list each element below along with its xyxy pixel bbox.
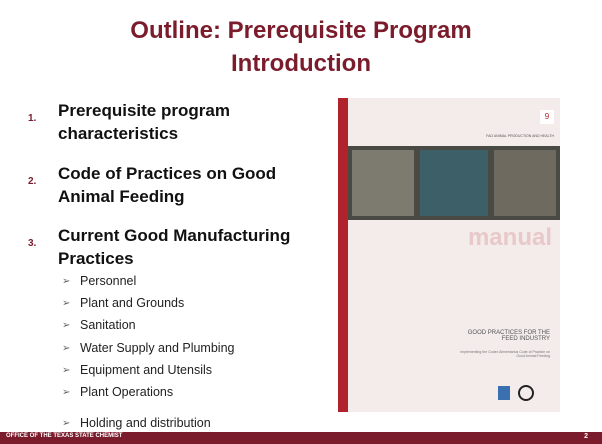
footer-text: OFFICE OF THE TEXAS STATE CHEMIST: [6, 433, 122, 439]
sub-item: Water Supply and Plumbing: [80, 341, 234, 355]
item-number: 3.: [28, 238, 36, 249]
logo: [498, 386, 510, 400]
item-number: 2.: [28, 176, 36, 187]
slide: Outline: Prerequisite Program Introducti…: [0, 0, 602, 444]
book-title: GOOD PRACTICES FOR THE FEED INDUSTRY: [460, 330, 550, 342]
book-series: FAO ANIMAL PRODUCTION AND HEALTH: [486, 134, 554, 138]
page-number: 2: [584, 433, 588, 440]
item: Current Good Manufacturing Practices: [58, 224, 298, 270]
sub-item: Sanitation: [80, 318, 136, 332]
slide-title: Outline: Prerequisite Program Introducti…: [101, 14, 501, 80]
sub-item: Personnel: [80, 274, 136, 288]
item-number: 1.: [28, 113, 36, 124]
item: Prerequisite program characteristics: [58, 99, 308, 145]
book-photos: [348, 146, 560, 220]
sub-item: Equipment and Utensils: [80, 363, 212, 377]
item: Code of Practices on Good Animal Feeding: [58, 162, 308, 208]
sub-item: Plant Operations: [80, 385, 173, 399]
logo: [518, 385, 534, 401]
book-number: 9: [540, 110, 554, 124]
book-subtitle: Implementing the Codex Alimentarius Code…: [460, 350, 550, 358]
book-word: manual: [468, 224, 552, 252]
sub-item: Plant and Grounds: [80, 296, 184, 310]
book-cover: 9 FAO ANIMAL PRODUCTION AND HEALTH manua…: [338, 98, 560, 412]
sub-item: Holding and distribution: [80, 416, 211, 430]
